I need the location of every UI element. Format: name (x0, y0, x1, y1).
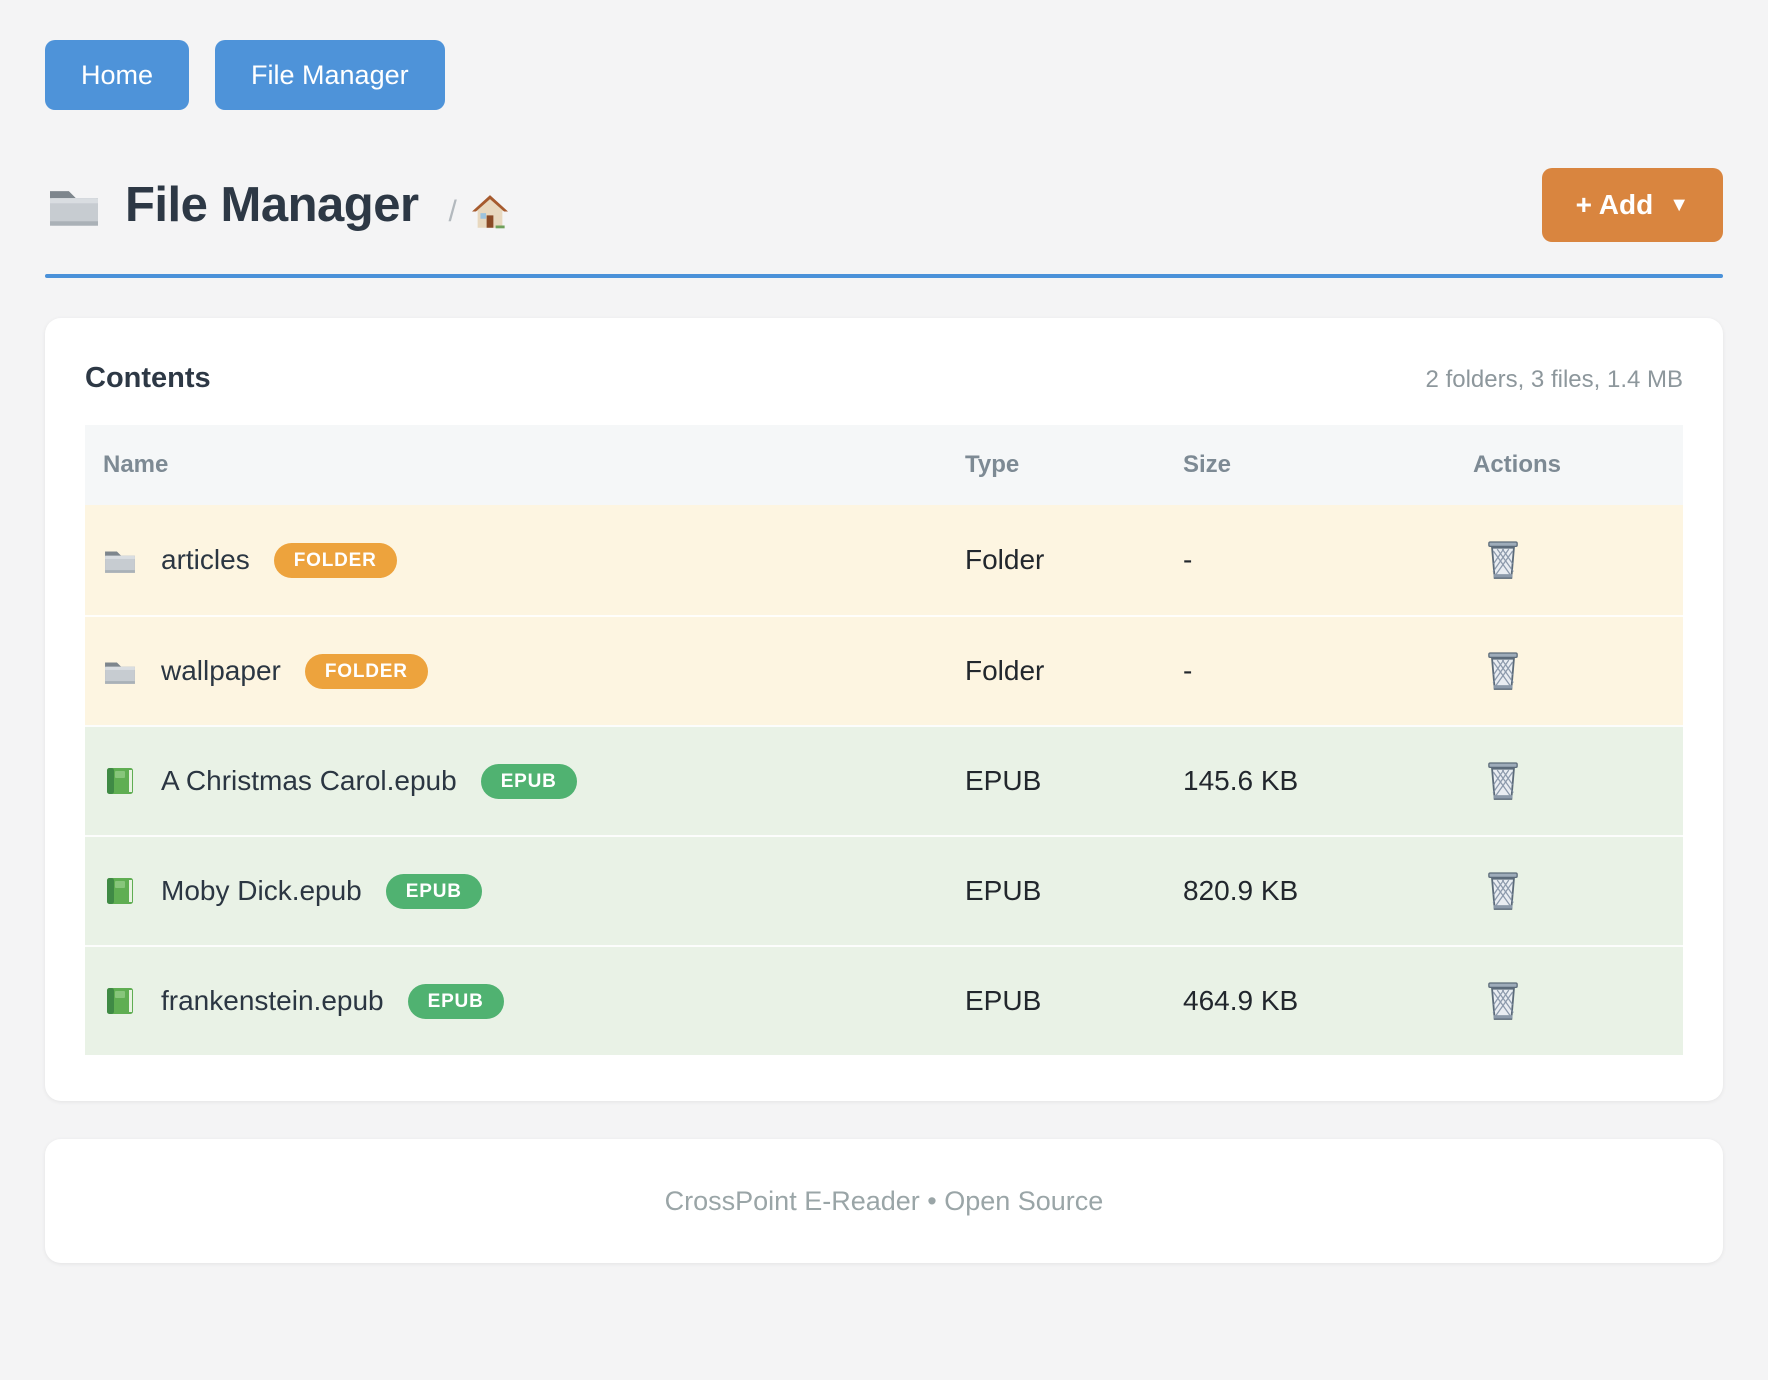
chevron-down-icon: ▼ (1669, 193, 1689, 216)
column-header-name: Name (103, 451, 169, 478)
table-header-row: Name Type Size Actions (85, 425, 1683, 505)
delete-button[interactable] (1485, 760, 1521, 802)
trash-icon (1487, 762, 1519, 800)
table-row: A Christmas Carol.epub EPUB EPUB 145.6 K… (85, 725, 1683, 835)
green-book-icon (107, 768, 133, 794)
page-header: File Manager / + Add ▼ (45, 168, 1723, 242)
trash-icon (1487, 872, 1519, 910)
item-name-link[interactable]: frankenstein.epub (161, 985, 384, 1016)
contents-card: Contents 2 folders, 3 files, 1.4 MB Name… (45, 318, 1723, 1101)
item-name-link[interactable]: Moby Dick.epub (161, 875, 362, 906)
footer-text: CrossPoint E-Reader • Open Source (664, 1185, 1104, 1216)
delete-button[interactable] (1485, 539, 1521, 581)
column-header-type: Type (965, 451, 1020, 478)
item-type: Folder (965, 655, 1045, 686)
home-button[interactable]: Home (45, 40, 190, 110)
item-name-link[interactable]: A Christmas Carol.epub (161, 765, 457, 796)
contents-table: Name Type Size Actions articles FOLDER F… (85, 425, 1683, 1055)
trash-icon (1487, 541, 1519, 579)
page-title: File Manager (125, 178, 419, 232)
file-manager-button[interactable]: File Manager (215, 40, 445, 110)
breadcrumb: / (449, 194, 509, 230)
item-type-badge: EPUB (407, 983, 504, 1019)
table-row: Moby Dick.epub EPUB EPUB 820.9 KB (85, 835, 1683, 945)
delete-button[interactable] (1485, 980, 1521, 1022)
folder-icon (50, 191, 98, 226)
table-row: wallpaper FOLDER Folder - (85, 615, 1683, 725)
green-book-icon (107, 988, 133, 1014)
house-icon[interactable] (471, 194, 509, 230)
folder-icon (105, 551, 135, 573)
item-type: EPUB (965, 985, 1042, 1016)
trash-icon (1487, 652, 1519, 690)
trash-icon (1487, 982, 1519, 1020)
contents-heading: Contents (85, 362, 211, 394)
contents-card-header: Contents 2 folders, 3 files, 1.4 MB (85, 362, 1683, 395)
item-type-badge: FOLDER (304, 653, 428, 689)
top-navigation: Home File Manager (45, 40, 1723, 110)
item-size: 145.6 KB (1183, 765, 1299, 796)
item-name-link[interactable]: articles (161, 544, 250, 575)
item-type: EPUB (965, 875, 1042, 906)
add-button-label: + Add (1575, 189, 1654, 220)
delete-button[interactable] (1485, 650, 1521, 692)
breadcrumb-separator: / (448, 195, 457, 228)
item-type-badge: EPUB (385, 873, 482, 909)
add-button[interactable]: + Add ▼ (1541, 168, 1723, 242)
delete-button[interactable] (1485, 870, 1521, 912)
item-size: 820.9 KB (1183, 875, 1299, 906)
item-name-link[interactable]: wallpaper (161, 655, 281, 686)
item-type: EPUB (965, 765, 1042, 796)
item-size: - (1183, 655, 1193, 686)
item-type-badge: EPUB (480, 763, 577, 799)
contents-summary: 2 folders, 3 files, 1.4 MB (1425, 366, 1683, 393)
folder-icon (105, 662, 135, 684)
header-divider (45, 274, 1723, 278)
green-book-icon (107, 878, 133, 904)
item-size: - (1183, 544, 1193, 575)
footer: CrossPoint E-Reader • Open Source (45, 1139, 1723, 1263)
item-type-badge: FOLDER (273, 542, 397, 578)
column-header-actions: Actions (1473, 451, 1562, 478)
item-size: 464.9 KB (1183, 985, 1299, 1016)
table-row: articles FOLDER Folder - (85, 505, 1683, 615)
item-type: Folder (965, 544, 1045, 575)
column-header-size: Size (1183, 451, 1232, 478)
table-row: frankenstein.epub EPUB EPUB 464.9 KB (85, 945, 1683, 1055)
